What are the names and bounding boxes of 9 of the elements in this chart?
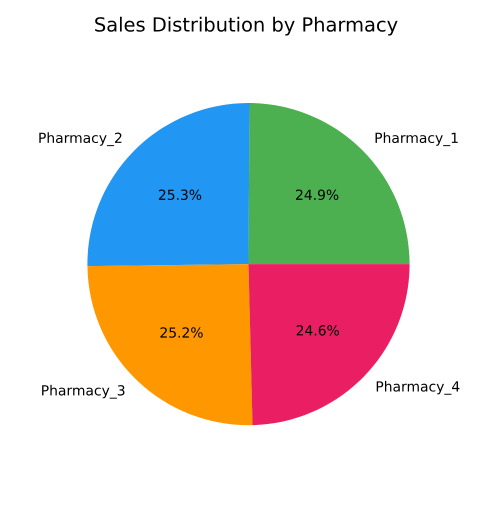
chart-title: Sales Distribution by Pharmacy bbox=[95, 16, 398, 36]
slice-label: Pharmacy_2 bbox=[39, 132, 122, 146]
slice-label: Pharmacy_1 bbox=[376, 132, 458, 146]
data-label: 25.3% bbox=[158, 190, 202, 200]
slice-label: Pharmacy_3 bbox=[42, 384, 124, 399]
data-label: 24.6% bbox=[296, 325, 339, 336]
slice-label: Pharmacy_4 bbox=[376, 380, 460, 395]
data-label: 24.9% bbox=[296, 190, 338, 200]
data-label: 25.2% bbox=[160, 327, 203, 338]
